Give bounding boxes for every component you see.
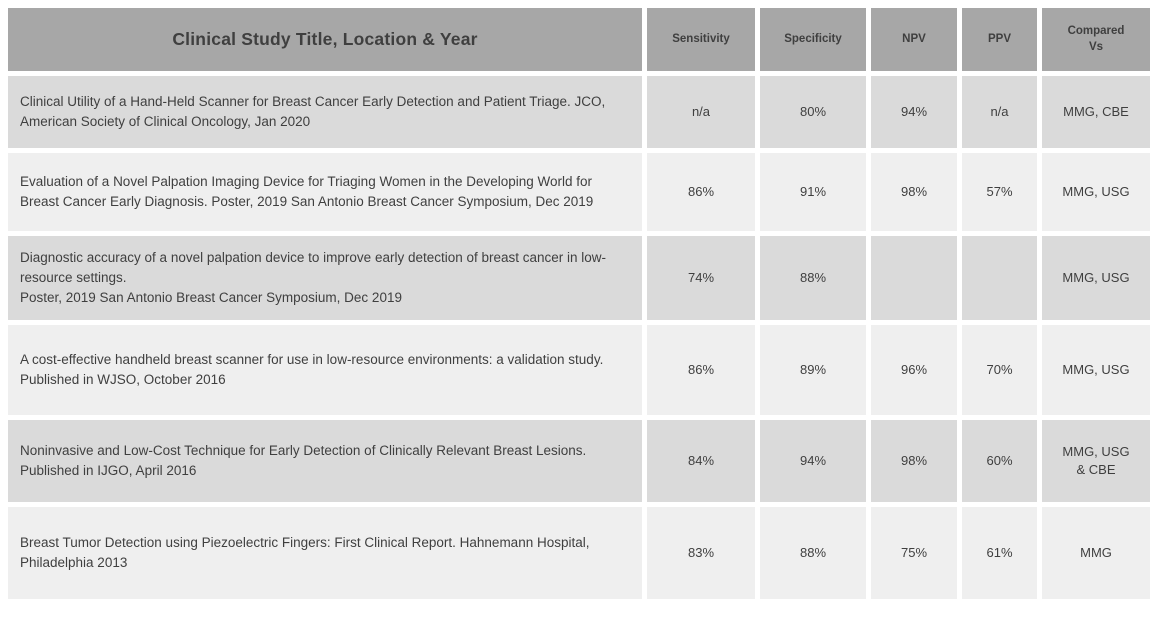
header-cell-compared-vs: Compared Vs: [1042, 8, 1150, 71]
header-cell-npv: NPV: [871, 8, 957, 71]
table-row: Evaluation of a Novel Palpation Imaging …: [8, 153, 1153, 231]
table-header-row: Clinical Study Title, Location & Year Se…: [8, 8, 1153, 71]
sensitivity-cell: n/a: [647, 76, 755, 148]
ppv-cell: [962, 236, 1037, 320]
header-cell-sensitivity: Sensitivity: [647, 8, 755, 71]
table-row: Breast Tumor Detection using Piezoelectr…: [8, 507, 1153, 599]
header-cell-specificity: Specificity: [760, 8, 866, 71]
clinical-studies-table: Clinical Study Title, Location & Year Se…: [8, 8, 1153, 599]
sensitivity-cell: 74%: [647, 236, 755, 320]
study-title-cell: Diagnostic accuracy of a novel palpation…: [8, 236, 642, 320]
study-title-cell: Breast Tumor Detection using Piezoelectr…: [8, 507, 642, 599]
specificity-cell: 89%: [760, 325, 866, 415]
table-row: Diagnostic accuracy of a novel palpation…: [8, 236, 1153, 320]
compared-vs-cell: MMG, USG & CBE: [1042, 420, 1150, 502]
table-row: Noninvasive and Low-Cost Technique for E…: [8, 420, 1153, 502]
study-title-cell: Clinical Utility of a Hand-Held Scanner …: [8, 76, 642, 148]
compared-vs-cell: MMG: [1042, 507, 1150, 599]
ppv-cell: 61%: [962, 507, 1037, 599]
study-title-cell: Evaluation of a Novel Palpation Imaging …: [8, 153, 642, 231]
ppv-cell: 70%: [962, 325, 1037, 415]
table-row: A cost-effective handheld breast scanner…: [8, 325, 1153, 415]
header-cell-ppv: PPV: [962, 8, 1037, 71]
npv-cell: [871, 236, 957, 320]
ppv-cell: 57%: [962, 153, 1037, 231]
specificity-cell: 88%: [760, 507, 866, 599]
specificity-cell: 88%: [760, 236, 866, 320]
ppv-cell: 60%: [962, 420, 1037, 502]
ppv-cell: n/a: [962, 76, 1037, 148]
compared-vs-cell: MMG, USG: [1042, 236, 1150, 320]
study-title-cell: Noninvasive and Low-Cost Technique for E…: [8, 420, 642, 502]
compared-vs-cell: MMG, CBE: [1042, 76, 1150, 148]
npv-cell: 98%: [871, 153, 957, 231]
compared-vs-cell: MMG, USG: [1042, 325, 1150, 415]
sensitivity-cell: 86%: [647, 153, 755, 231]
npv-cell: 75%: [871, 507, 957, 599]
compared-vs-cell: MMG, USG: [1042, 153, 1150, 231]
npv-cell: 94%: [871, 76, 957, 148]
specificity-cell: 80%: [760, 76, 866, 148]
sensitivity-cell: 84%: [647, 420, 755, 502]
sensitivity-cell: 83%: [647, 507, 755, 599]
study-title-cell: A cost-effective handheld breast scanner…: [8, 325, 642, 415]
npv-cell: 96%: [871, 325, 957, 415]
specificity-cell: 94%: [760, 420, 866, 502]
header-cell-study-title: Clinical Study Title, Location & Year: [8, 8, 642, 71]
specificity-cell: 91%: [760, 153, 866, 231]
table-row: Clinical Utility of a Hand-Held Scanner …: [8, 76, 1153, 148]
npv-cell: 98%: [871, 420, 957, 502]
sensitivity-cell: 86%: [647, 325, 755, 415]
